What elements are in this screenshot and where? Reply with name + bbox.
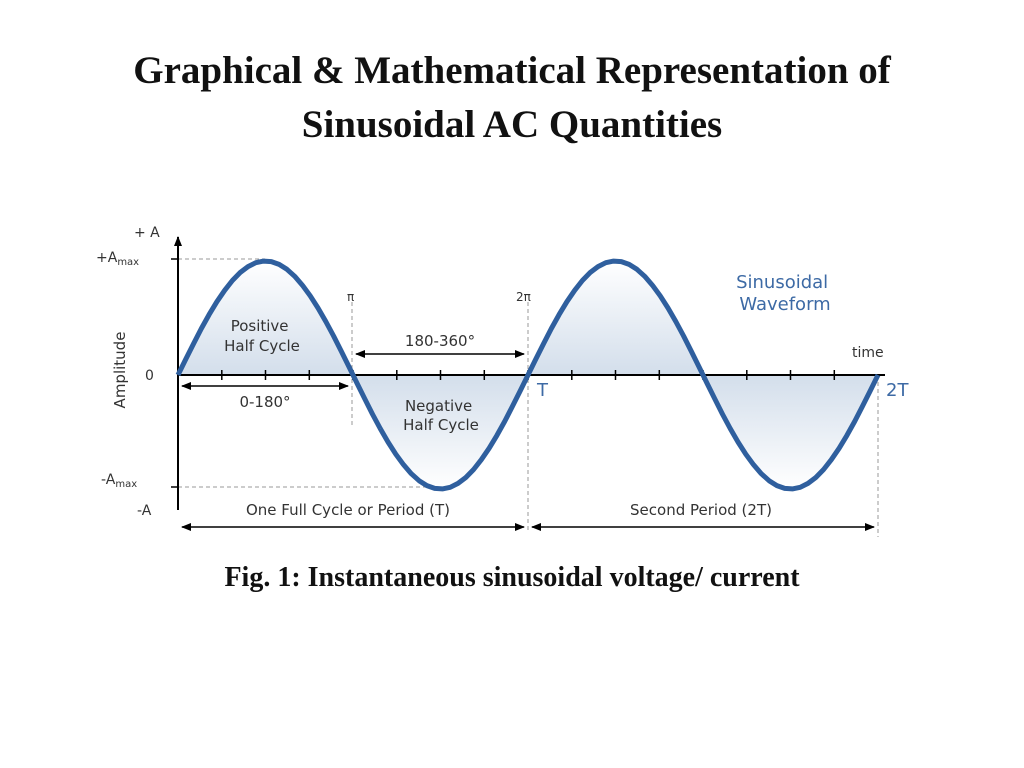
plus-a-label: + A [134,225,160,241]
second-period-label: Second Period (2T) [630,501,772,519]
plus-amax-subscript: max [117,257,139,268]
full-cycle-label: One Full Cycle or Period (T) [246,501,450,519]
negative-half-cycle-line-1: Negative [405,397,472,415]
second-positive-half-cycle-fill [528,261,703,375]
sinusoidal-waveform-label: Sinusoidal Waveform [736,272,834,315]
second-negative-half-cycle-fill [703,375,878,489]
positive-half-cycle-line-2: Half Cycle [224,337,300,355]
amplitude-axis-label: Amplitude [111,332,129,409]
slide-title: Graphical & Mathematical Representation … [0,44,1024,152]
minus-amax-subscript: max [115,479,137,490]
minus-amax-base: -A [101,472,116,488]
slide-title-line-1: Graphical & Mathematical Representation … [133,49,891,92]
negative-half-cycle-label: Negative Half Cycle [403,397,479,434]
pi-label: π [347,290,354,304]
range-180-360-label: 180-360° [405,332,475,350]
plus-amax-base: +A [96,250,118,266]
time-axis-label: time [852,345,884,361]
sinusoidal-waveform-line-1: Sinusoidal [736,272,828,293]
positive-half-cycle-label: Positive Half Cycle [224,317,300,355]
negative-half-cycle-fill [353,375,528,489]
figure-caption: Fig. 1: Instantaneous sinusoidal voltage… [224,562,800,593]
plus-amax-label: +Amax [96,250,139,268]
positive-half-cycle-fill [178,261,353,375]
negative-half-cycle-line-2: Half Cycle [403,416,479,434]
slide-title-line-2: Sinusoidal AC Quantities [301,103,723,146]
minus-amax-label: -Amax [101,472,137,490]
positive-half-cycle-line-1: Positive [231,317,289,335]
sinusoidal-waveform-line-2: Waveform [739,294,830,315]
sine-waveform-curve [175,258,881,492]
minus-a-label: -A [137,503,152,519]
zero-label: 0 [145,368,154,384]
period-t-label: T [536,380,549,401]
range-0-180-label: 0-180° [239,393,290,411]
two-pi-label: 2π [516,290,531,304]
period-2t-label: 2T [886,380,909,401]
